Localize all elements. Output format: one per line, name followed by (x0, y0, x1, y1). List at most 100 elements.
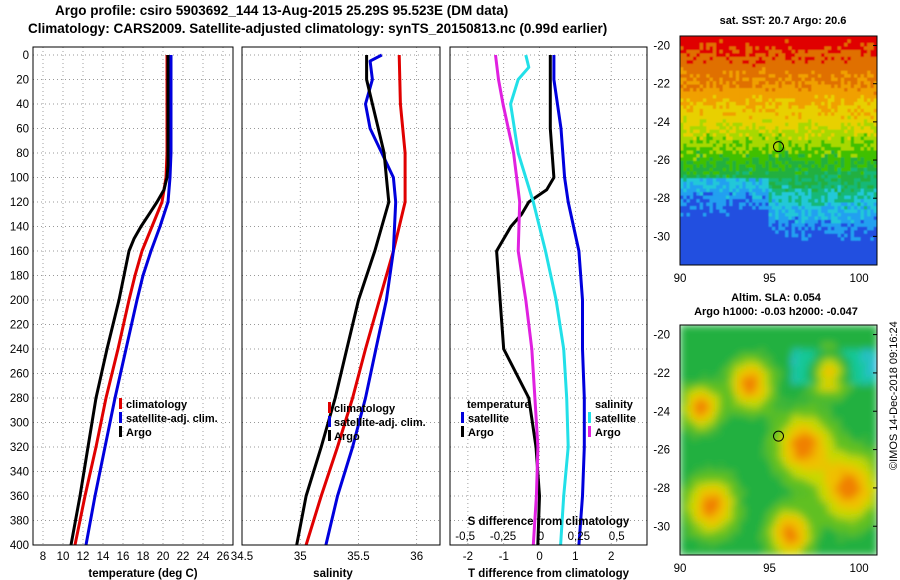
map-cell (837, 122, 842, 127)
map-cell (765, 94, 770, 100)
map-cell (735, 377, 740, 382)
map-cell (873, 46, 877, 51)
map-cell (827, 237, 832, 242)
map-cell (732, 63, 737, 68)
map-cell (768, 178, 773, 183)
map-cell (775, 101, 780, 106)
map-cell (735, 171, 740, 176)
map-cell (680, 363, 684, 368)
map-cell (752, 178, 757, 183)
map-cell (857, 101, 862, 106)
map-cell (716, 122, 720, 127)
map-cell (847, 108, 852, 113)
map-cell (857, 42, 862, 48)
map-cell (722, 335, 727, 340)
map-cell (742, 88, 747, 93)
map-cell (808, 143, 812, 148)
map-cell (850, 363, 855, 368)
map-cell (821, 119, 826, 124)
map-cell (834, 108, 839, 113)
map-cell (834, 181, 839, 186)
map-cell (722, 36, 727, 41)
map-cell (801, 370, 806, 375)
map-cell (755, 233, 760, 238)
map-cell (817, 136, 822, 141)
map-cell (745, 219, 750, 224)
map-cell (771, 157, 776, 162)
map-cell (725, 164, 730, 169)
map-cell (840, 216, 845, 221)
map-cell (758, 199, 763, 204)
map-cell (719, 115, 724, 120)
map-cell (762, 216, 766, 221)
map-cell (867, 261, 872, 265)
map-cell (706, 174, 711, 179)
map-cell (811, 345, 816, 350)
map-cell (870, 325, 875, 330)
map-cell (870, 261, 875, 265)
map-cell (762, 63, 766, 68)
map-cell (844, 157, 849, 162)
map-cell (788, 81, 793, 86)
map-cell (755, 56, 760, 61)
map-cell (857, 233, 862, 238)
map-cell (821, 67, 826, 72)
map-cell (735, 202, 740, 207)
map-cell (854, 226, 858, 231)
map-cell (827, 36, 832, 41)
map-cell (686, 126, 691, 131)
map-cell (755, 349, 760, 354)
map-cell (850, 63, 855, 68)
map-cell (778, 105, 783, 110)
map-cell (729, 345, 734, 350)
map-cell (840, 140, 845, 145)
map-cell (716, 251, 720, 256)
map-cell (729, 122, 734, 127)
map-cell (706, 157, 711, 162)
map-cell (739, 226, 743, 231)
map-cell (712, 53, 717, 58)
map-cell (758, 105, 763, 110)
map-cell (729, 261, 734, 265)
map-cell (768, 164, 773, 169)
map-cell (699, 178, 704, 183)
map-cell (808, 167, 812, 172)
map-cell (834, 74, 839, 79)
map-cell (788, 223, 793, 228)
map-cell (725, 199, 730, 204)
map-cell (745, 247, 750, 252)
map-cell (870, 140, 875, 145)
map-cell (745, 167, 750, 172)
map-cell (824, 188, 829, 193)
map-cell (775, 60, 780, 65)
map-cell (686, 178, 691, 183)
map-cell (712, 60, 717, 65)
map-cell (834, 212, 839, 218)
map-cell (739, 70, 743, 75)
map-cell (735, 136, 740, 141)
map-cell (814, 247, 819, 252)
map-cell (850, 150, 855, 155)
map-cell (735, 335, 740, 340)
map-cell (729, 356, 734, 361)
map-cell (719, 160, 724, 165)
map-cell (791, 219, 796, 224)
map-cell (742, 223, 747, 228)
map-cell (762, 46, 766, 51)
map-cell (867, 181, 872, 186)
map-cell (817, 112, 822, 117)
map-cell (824, 335, 829, 340)
map-cell (706, 185, 711, 190)
map-cell (840, 147, 845, 152)
map-cell (732, 342, 737, 347)
map-cell (693, 370, 698, 375)
map-cell (860, 70, 865, 75)
map-cell (771, 136, 776, 141)
map-cell (686, 209, 691, 214)
map-cell (801, 46, 806, 51)
map-cell (771, 331, 776, 337)
map-cell (722, 254, 727, 259)
map-cell (732, 42, 737, 48)
map-cell (775, 108, 780, 113)
map-cell (706, 49, 711, 54)
